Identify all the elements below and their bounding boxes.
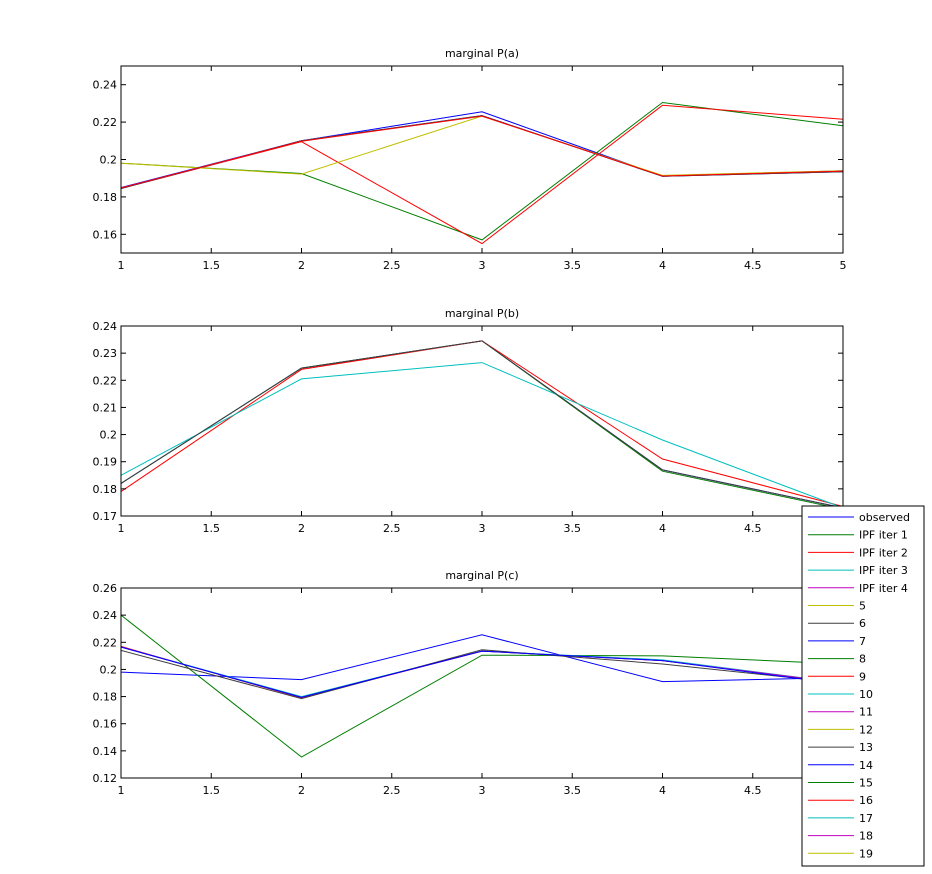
legend-label: IPF iter 2 [859,546,908,559]
axis-ticks: 1 1.5 2 2.5 3 3.5 4 4.5 5 0.16 0.18 0.2 0.22 0.24 [93,66,847,272]
legend-label: 18 [859,830,873,843]
x-tick-label: 2.5 [383,784,401,797]
legend-label: 5 [859,600,866,613]
legend-label: 17 [859,812,873,825]
x-tick-label: 1 [118,522,125,535]
x-tick-label: 4 [659,522,666,535]
legend-label: 16 [859,794,873,807]
x-tick-label: 3 [479,259,486,272]
x-tick-label: 1.5 [203,784,221,797]
axis-ticks: 11.522.533.544.550.120.140.160.180.20.22… [93,582,847,797]
legend-label: 19 [859,847,873,860]
legend-label: 6 [859,617,866,630]
series-lines [120,101,844,245]
series-line-ipf-iter-1 [120,614,844,758]
x-tick-label: 2.5 [383,259,401,272]
y-tick-label: 0.17 [93,510,118,523]
y-tick-label: 0.16 [93,718,118,731]
y-tick-label: 0.24 [93,79,118,92]
y-tick-label: 0.23 [93,347,118,360]
y-tick-label: 0.22 [93,116,118,129]
y-tick-label: 0.26 [93,582,118,595]
legend[interactable]: observed IPF iter 1 IPF iter 2 IPF iter 3 IP… [801,505,925,867]
x-tick-label: 1 [118,784,125,797]
x-tick-label: 4.5 [744,522,762,535]
legend-label: 14 [859,759,873,772]
x-tick-label: 4.5 [744,784,762,797]
x-tick-label: 1.5 [203,522,221,535]
axes-title: marginal P(b) [445,307,519,320]
axis-ticks: 11.522.533.544.550.170.180.190.20.210.22… [93,320,847,535]
series-line-observed [120,634,844,683]
y-tick-label: 0.18 [93,191,118,204]
legend-label: 9 [859,670,866,683]
y-tick-label: 0.2 [100,154,118,167]
legend-label: 7 [859,635,866,648]
x-tick-label: 3.5 [564,784,582,797]
x-tick-label: 4.5 [744,259,762,272]
legend-label: 15 [859,777,873,790]
x-tick-label: 4 [659,784,666,797]
y-tick-label: 0.14 [93,745,118,758]
x-tick-label: 1 [118,259,125,272]
x-tick-label: 1.5 [203,259,221,272]
series-line-7 [120,646,844,698]
legend-label: 13 [859,741,873,754]
legend-box [801,505,925,867]
y-tick-label: 0.24 [93,609,118,622]
x-tick-label: 5 [840,259,847,272]
x-tick-label: 2.5 [383,522,401,535]
y-tick-label: 0.2 [100,663,118,676]
series-line-16 [120,115,844,189]
legend-label: 10 [859,688,873,701]
series-line-ipf-iter-3 [120,362,844,509]
series-line-6 [120,340,844,509]
y-tick-label: 0.2 [100,429,118,442]
series-line-6 [120,649,844,700]
legend-label: 12 [859,723,873,736]
series-line-ipf-iter-2 [120,104,844,245]
legend-label: IPF iter 3 [859,564,908,577]
x-tick-label: 3.5 [564,259,582,272]
x-tick-label: 2 [298,784,305,797]
x-tick-label: 3 [479,522,486,535]
series-lines [120,340,844,510]
legend-label: 11 [859,706,873,719]
legend-label: IPF iter 4 [859,582,908,595]
y-tick-label: 0.18 [93,483,118,496]
axes-marginal-c: marginal P(c) 11.522.533.544.550.120.140… [93,569,847,797]
legend-items: observed IPF iter 1 IPF iter 2 IPF iter 3 IP… [808,511,910,860]
axes-marginal-a: marginal P(a) 1 1.5 2 2.5 3 3.5 4 4.5 5 0.16 0.18 0… [93,47,847,272]
y-tick-label: 0.22 [93,636,118,649]
x-tick-label: 2 [298,259,305,272]
x-tick-label: 2 [298,522,305,535]
axes-title: marginal P(a) [445,47,519,60]
legend-label: IPF iter 1 [859,529,908,542]
x-tick-label: 3.5 [564,522,582,535]
x-tick-label: 3 [479,784,486,797]
y-tick-label: 0.16 [93,228,118,241]
axes-marginal-b: marginal P(b) 11.522.533.544.550.170.180… [93,307,847,535]
y-tick-label: 0.22 [93,374,118,387]
legend-label: observed [859,511,910,524]
legend-label: 8 [859,653,866,666]
series-lines [120,614,844,758]
y-tick-label: 0.19 [93,456,118,469]
y-tick-label: 0.18 [93,691,118,704]
y-tick-label: 0.24 [93,320,118,333]
y-tick-label: 0.21 [93,401,118,414]
x-tick-label: 4 [659,259,666,272]
y-tick-label: 0.12 [93,772,118,785]
axes-title: marginal P(c) [445,569,518,582]
